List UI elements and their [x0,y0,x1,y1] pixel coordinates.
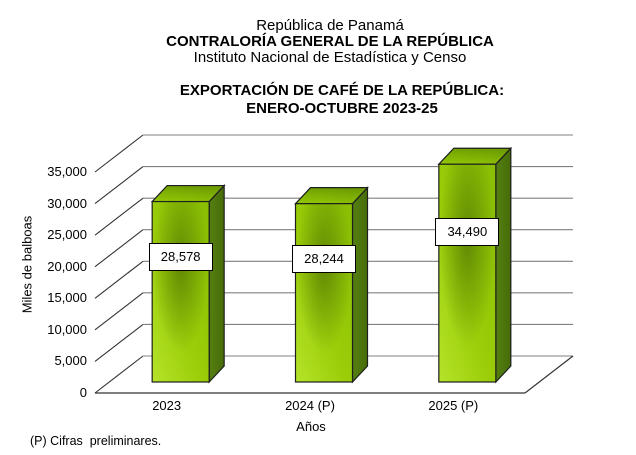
y-tick-label: 20,000 [47,258,87,274]
chart-title: EXPORTACIÓN DE CAFÉ DE LA REPÚBLICA: ENE… [24,82,636,118]
bar-value-label: 34,490 [435,217,500,246]
y-tick-label: 0 [79,385,87,400]
x-axis-title: Años [296,419,326,434]
y-tick-label: 5,000 [54,353,87,369]
bar-2024-p [294,186,369,384]
chart-title-line-2: ENERO-OCTUBRE 2023-25 [246,100,438,117]
y-tick-label: 15,000 [47,290,87,306]
bar-2023 [150,184,226,384]
y-tick-label: 35,000 [47,164,87,179]
y-tick-label: 30,000 [47,195,87,211]
x-category-label: 2024 (P) [285,398,335,413]
bar-2025-p [437,146,513,384]
y-tick-label: 25,000 [47,227,87,243]
x-category-label: 2023 [152,398,182,413]
header-line-3: Instituto Nacional de Estadística y Cens… [193,49,467,66]
x-axis-line [95,355,574,394]
x-category-label: 2025 (P) [428,398,479,413]
bar-value-label: 28,578 [148,243,213,272]
y-tick-label: 10,000 [47,321,87,337]
report-header: República de Panamá CONTRALORÍA GENERAL … [12,18,636,66]
chart-title-line-1: EXPORTACIÓN DE CAFÉ DE LA REPÚBLICA: [179,82,505,99]
header-line-2: CONTRALORÍA GENERAL DE LA REPÚBLICA [166,33,494,50]
bar-value-label: 28,244 [292,244,356,273]
header-line-1: República de Panamá [256,17,404,34]
footnote: (P) Cifras preliminares. [30,434,162,448]
